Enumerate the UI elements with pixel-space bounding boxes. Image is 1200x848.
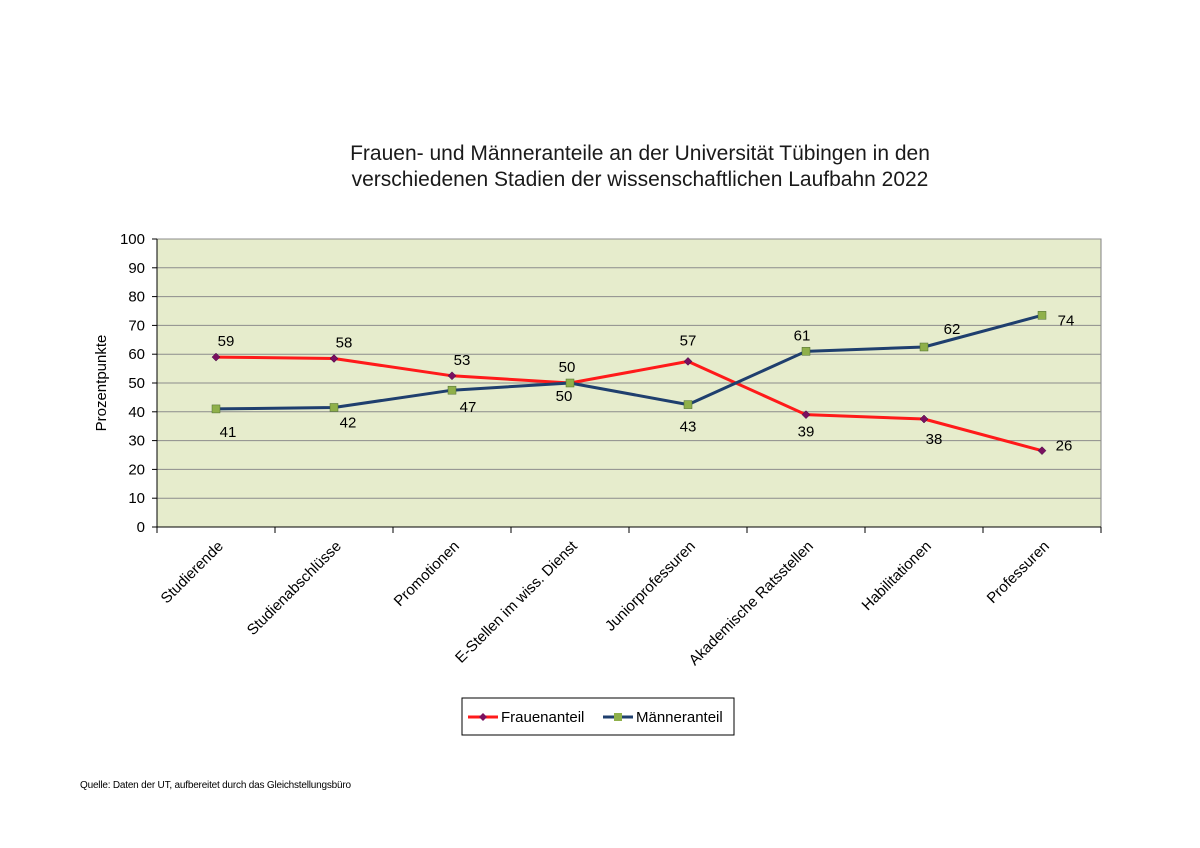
data-label-Frauenanteil-4: 57	[680, 332, 697, 349]
data-label-Männeranteil-0: 41	[220, 424, 237, 441]
y-tick-label-60: 60	[128, 346, 145, 363]
y-tick-label-70: 70	[128, 317, 145, 334]
legend-label: Männeranteil	[636, 709, 723, 726]
x-tick-label-4: Juniorprofessuren	[602, 538, 699, 635]
y-tick-label-80: 80	[128, 289, 145, 306]
point-Männeranteil-7	[1037, 311, 1047, 320]
series-Frauenanteil: 59 58 53 50 57 39 38 26	[211, 332, 1073, 456]
legend-marker	[614, 713, 622, 721]
series-Männeranteil: 41 42 47 50 43 61 62 74	[211, 311, 1075, 441]
axes	[152, 238, 1102, 533]
y-tick-label-50: 50	[128, 375, 145, 392]
data-label-Männeranteil-5: 61	[794, 327, 811, 344]
data-label-Männeranteil-7: 74	[1058, 312, 1075, 329]
y-tick-label-40: 40	[128, 404, 145, 421]
chart-title-line-2: verschiedenen Stadien der wissenschaftli…	[352, 168, 929, 191]
data-label-Frauenanteil-0: 59	[218, 333, 235, 350]
data-label-Männeranteil-6: 62	[944, 321, 961, 338]
y-tick-labels: 0 10 20 30 40 50 60 70 80 90 100	[120, 231, 145, 536]
point-Männeranteil-6	[919, 342, 929, 352]
point-Männeranteil-0	[211, 404, 221, 414]
source-note: Quelle: Daten der UT, aufbereitet durch …	[80, 780, 351, 791]
point-Männeranteil-3	[565, 378, 575, 388]
y-tick-label-100: 100	[120, 231, 145, 248]
point-Frauenanteil-1	[329, 354, 339, 363]
x-tick-label-1: Studienabschlüsse	[244, 538, 345, 639]
data-label-Frauenanteil-3: 50	[559, 359, 576, 376]
legend-marker	[479, 713, 487, 721]
x-tick-labels: Studierende Studienabschlüsse PromotionenE…	[158, 537, 1053, 669]
legend-entry-Frauenanteil: Frauenanteil	[468, 709, 584, 726]
series-line-Männeranteil	[215, 313, 1043, 411]
y-tick-label-0: 0	[137, 519, 145, 536]
x-tick-label-6: Habilitationen	[859, 538, 935, 614]
x-tick-label-0: Studierende	[158, 538, 227, 607]
point-Männeranteil-1	[329, 403, 339, 412]
y-axis-label: Prozentpunkte	[93, 335, 110, 432]
gridlines	[157, 238, 1101, 499]
y-tick-label-20: 20	[128, 461, 145, 478]
legend-label: Frauenanteil	[501, 709, 584, 726]
data-label-Frauenanteil-5: 39	[798, 424, 815, 441]
y-tick-label-30: 30	[128, 433, 145, 450]
legend-box	[461, 697, 735, 736]
point-Frauenanteil-0	[211, 352, 221, 362]
data-label-Frauenanteil-6: 38	[926, 431, 943, 448]
y-tick-label-90: 90	[128, 260, 145, 277]
chart-title: Frauen- und Männeranteile an der Univers…	[350, 142, 930, 191]
legend-entry-Männeranteil: Männeranteil	[603, 709, 723, 726]
data-label-Männeranteil-3: 50	[556, 388, 573, 405]
data-label-Männeranteil-2: 47	[460, 399, 477, 416]
legend: Frauenanteil Männeranteil	[461, 697, 735, 736]
x-tick-label-5: Akademische Ratsstellen	[686, 538, 817, 669]
point-Frauenanteil-7	[1037, 446, 1047, 456]
x-tick-label-3: E-Stellen im wiss. Dienst	[452, 537, 581, 666]
data-label-Frauenanteil-2: 53	[454, 352, 471, 369]
x-tick-label-7: Professuren	[984, 538, 1053, 607]
point-Frauenanteil-5	[801, 410, 811, 420]
series-line-Frauenanteil	[215, 355, 1043, 453]
chart-title-line-1: Frauen- und Männeranteile an der Univers…	[350, 142, 930, 165]
x-tick-label-2: Promotionen	[391, 538, 463, 610]
point-Männeranteil-2	[447, 385, 457, 395]
point-Frauenanteil-6	[919, 414, 929, 424]
data-label-Frauenanteil-1: 58	[336, 335, 353, 352]
point-Männeranteil-5	[801, 347, 811, 356]
data-label-Frauenanteil-7: 26	[1056, 438, 1073, 455]
y-tick-label-10: 10	[128, 490, 145, 507]
point-Frauenanteil-2	[447, 371, 457, 381]
data-label-Männeranteil-4: 43	[680, 419, 697, 436]
series: 59 58 53 50 57 39 38 26 41 42 47 50 43 61 62 74	[211, 311, 1075, 456]
point-Frauenanteil-4	[683, 357, 693, 366]
data-label-Männeranteil-1: 42	[340, 414, 357, 431]
point-Männeranteil-4	[683, 400, 693, 409]
